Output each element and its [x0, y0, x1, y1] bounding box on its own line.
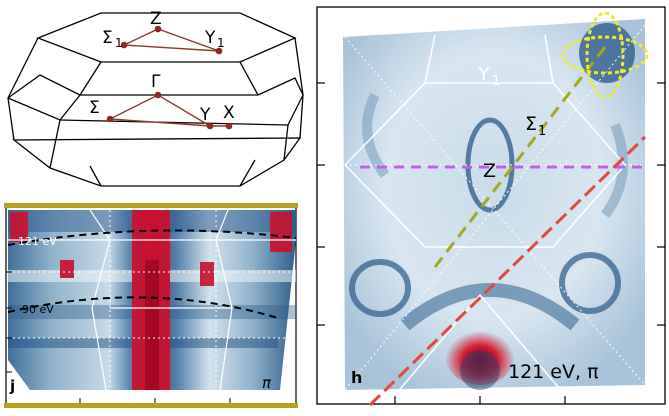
panel-h-intensity-map: [343, 19, 645, 390]
label-sigma1: Σ: [102, 28, 113, 48]
label-y1-sub: 1: [217, 36, 225, 50]
label-y: Y: [199, 105, 211, 125]
label-gamma: Γ: [151, 72, 161, 92]
panel-h-ticks: [317, 82, 665, 404]
panel-j-label: j: [9, 377, 15, 395]
panel-h-plot: Y 1 Σ 1 Z 121 eV, π h: [316, 6, 666, 407]
label-y1-sub: 1: [492, 74, 500, 89]
label-sigma1-sub: 1: [538, 124, 546, 139]
panel-j-bands: [8, 210, 296, 390]
panel-j-pi-label: π: [262, 374, 272, 392]
label-sigma: Σ: [89, 98, 100, 118]
panel-j-zone-lines: [8, 209, 296, 391]
panel-j-plot: 121 eV 90 eV j π: [4, 203, 298, 408]
panel-j-top-bar: [4, 203, 298, 208]
panel-h-caption: 121 eV, π: [508, 361, 599, 383]
symmetry-points: [106, 25, 233, 130]
label-z: Z: [483, 160, 496, 182]
fermi-surface-contours: [561, 11, 649, 99]
brillouin-zone-diagram: Z Σ 1 Y 1 Γ Σ Y X: [7, 9, 304, 187]
label-z: Z: [150, 9, 162, 29]
zone-edges: [7, 12, 304, 187]
panel-j-dotted-lines: [8, 210, 296, 390]
panel-j-bottom-bar: [4, 403, 298, 408]
panel-j-energy-cuts: [7, 229, 297, 319]
label-y1: Y: [477, 63, 490, 85]
cut-label-121: 121 eV: [18, 235, 57, 248]
label-x: X: [223, 103, 235, 123]
red-cut-line: [368, 135, 647, 407]
label-sigma1-sub: 1: [115, 36, 123, 50]
brillouin-zone-panel: Z Σ 1 Y 1 Γ Σ Y X: [0, 0, 310, 195]
panel-h-label: h: [351, 368, 362, 387]
label-y1: Y: [204, 28, 216, 48]
panel-j: 121 eV 90 eV j π: [0, 200, 305, 412]
label-sigma1: Σ: [525, 113, 537, 135]
panel-h: Y 1 Σ 1 Z 121 eV, π h: [315, 5, 669, 412]
panel-h-dotted-lines: [344, 24, 646, 391]
olive-cut-line: [433, 46, 607, 268]
cut-label-90: 90 eV: [22, 303, 54, 316]
